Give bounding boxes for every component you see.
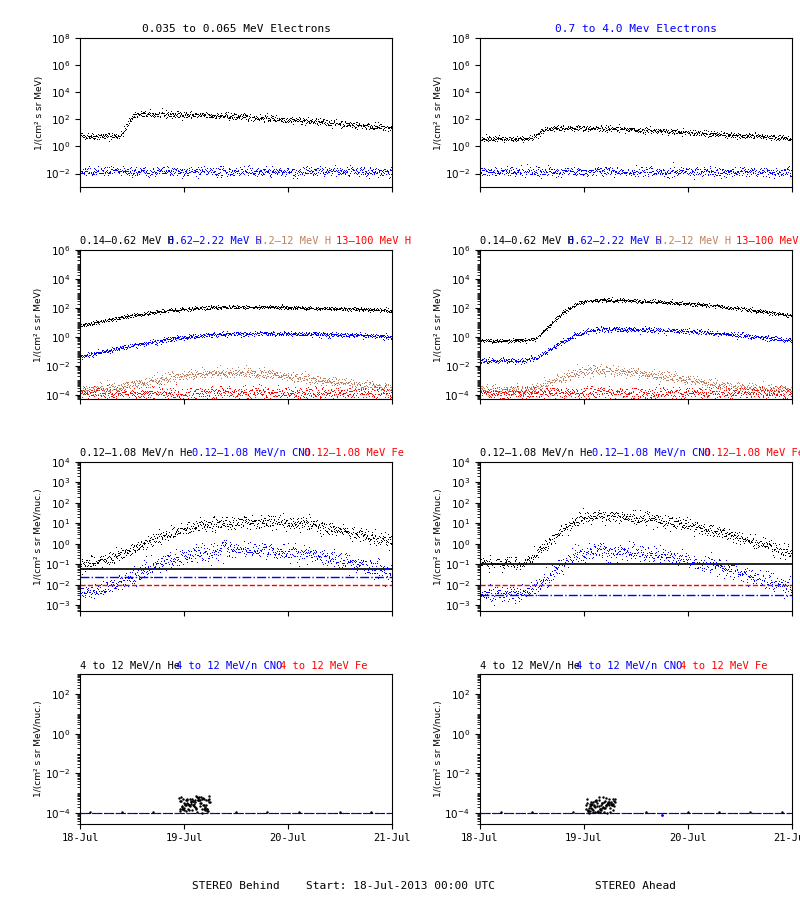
Text: 0.14–0.62 MeV H: 0.14–0.62 MeV H — [480, 237, 574, 247]
Text: 2.2–12 MeV H: 2.2–12 MeV H — [656, 237, 730, 247]
Text: 0.12–1.08 MeV/n He: 0.12–1.08 MeV/n He — [480, 448, 592, 458]
Text: STEREO Ahead: STEREO Ahead — [595, 881, 676, 891]
Text: 13–100 MeV H: 13–100 MeV H — [736, 237, 800, 247]
Y-axis label: 1/(cm² s sr MeV): 1/(cm² s sr MeV) — [434, 76, 443, 149]
Y-axis label: 1/(cm² s sr MeV): 1/(cm² s sr MeV) — [34, 287, 43, 362]
Text: 4 to 12 MeV/n He: 4 to 12 MeV/n He — [80, 661, 180, 670]
Text: 13–100 MeV H: 13–100 MeV H — [336, 237, 411, 247]
Text: 0.14–0.62 MeV H: 0.14–0.62 MeV H — [80, 237, 174, 247]
Text: STEREO Behind: STEREO Behind — [192, 881, 280, 891]
Text: 0.12–1.08 MeV Fe: 0.12–1.08 MeV Fe — [704, 448, 800, 458]
Text: Start: 18-Jul-2013 00:00 UTC: Start: 18-Jul-2013 00:00 UTC — [306, 881, 494, 891]
Text: 0.62–2.22 MeV H: 0.62–2.22 MeV H — [568, 237, 662, 247]
Text: 4 to 12 MeV/n He: 4 to 12 MeV/n He — [480, 661, 580, 670]
Text: 4 to 12 MeV/n CNO: 4 to 12 MeV/n CNO — [176, 661, 282, 670]
Text: 0.12–1.08 MeV/n CNO: 0.12–1.08 MeV/n CNO — [192, 448, 310, 458]
Text: 4 to 12 MeV/n CNO: 4 to 12 MeV/n CNO — [576, 661, 682, 670]
Text: 4 to 12 MeV Fe: 4 to 12 MeV Fe — [280, 661, 367, 670]
Text: 0.035 to 0.065 MeV Electrons: 0.035 to 0.065 MeV Electrons — [142, 24, 330, 34]
Y-axis label: 1/(cm² s sr MeV/nuc.): 1/(cm² s sr MeV/nuc.) — [34, 489, 43, 585]
Y-axis label: 1/(cm² s sr MeV): 1/(cm² s sr MeV) — [34, 76, 44, 149]
Text: 0.62–2.22 MeV H: 0.62–2.22 MeV H — [168, 237, 262, 247]
Text: 0.7 to 4.0 Mev Electrons: 0.7 to 4.0 Mev Electrons — [555, 24, 717, 34]
Y-axis label: 1/(cm² s sr MeV/nuc.): 1/(cm² s sr MeV/nuc.) — [434, 489, 443, 585]
Text: 0.12–1.08 MeV Fe: 0.12–1.08 MeV Fe — [304, 448, 404, 458]
Text: 0.12–1.08 MeV/n CNO: 0.12–1.08 MeV/n CNO — [592, 448, 710, 458]
Y-axis label: 1/(cm² s sr MeV): 1/(cm² s sr MeV) — [434, 287, 443, 362]
Text: 2.2–12 MeV H: 2.2–12 MeV H — [256, 237, 331, 247]
Text: 4 to 12 MeV Fe: 4 to 12 MeV Fe — [680, 661, 767, 670]
Y-axis label: 1/(cm² s sr MeV/nuc.): 1/(cm² s sr MeV/nuc.) — [434, 700, 443, 797]
Y-axis label: 1/(cm² s sr MeV/nuc.): 1/(cm² s sr MeV/nuc.) — [34, 700, 43, 797]
Text: 0.12–1.08 MeV/n He: 0.12–1.08 MeV/n He — [80, 448, 193, 458]
